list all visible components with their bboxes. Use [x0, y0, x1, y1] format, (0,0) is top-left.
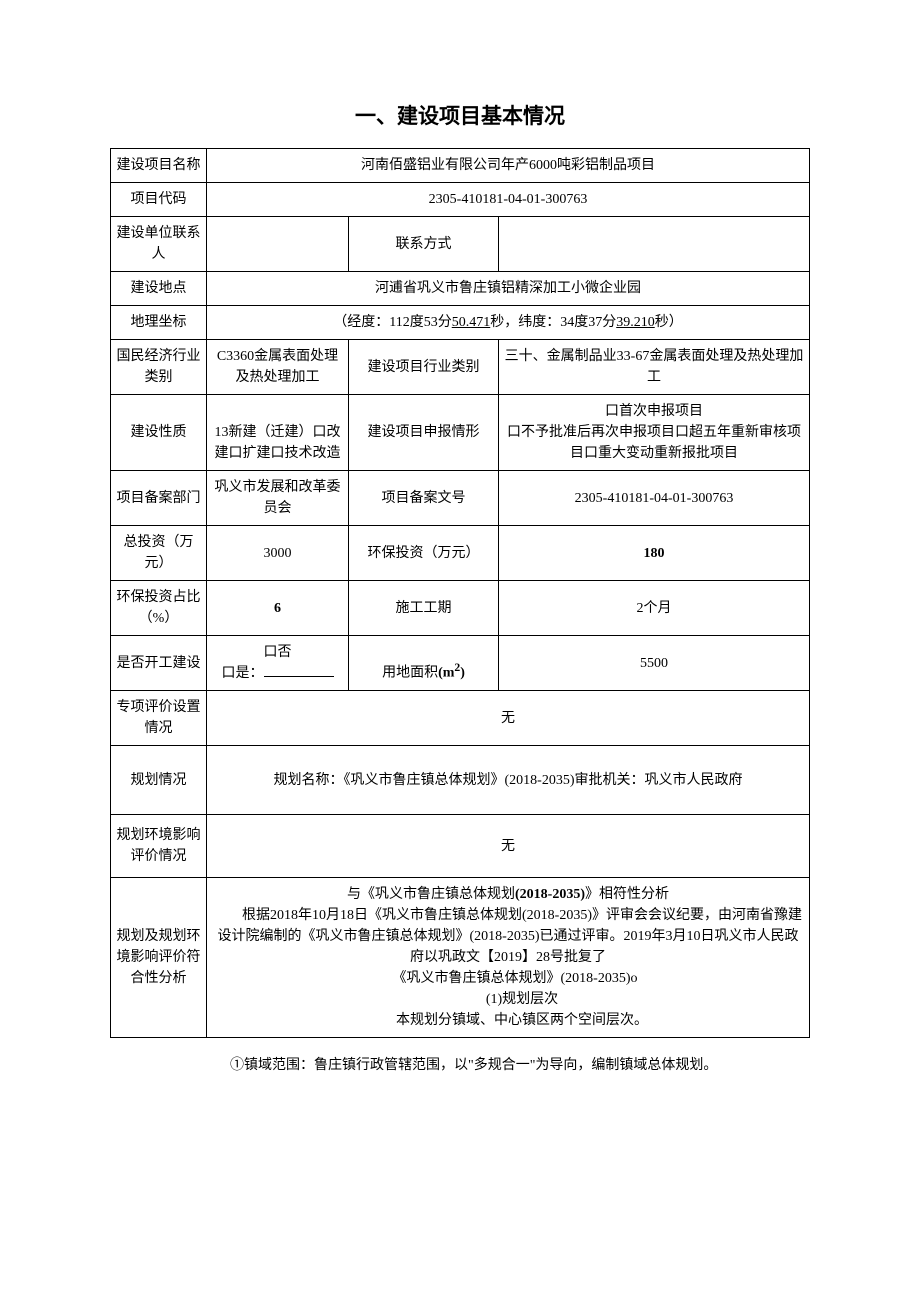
footer-line: ①镇域范围：鲁庄镇行政管辖范围，以"多规合一"为导向，编制镇域总体规划。	[110, 1038, 810, 1080]
cell-label: 国民经济行业类别	[111, 340, 207, 395]
document-page: 一、建设项目基本情况 建设项目名称 河南佰盛铝业有限公司年产6000吨彩铝制品项…	[0, 0, 920, 1110]
cell-label: 是否开工建设	[111, 636, 207, 691]
cell-label: 建设地点	[111, 272, 207, 306]
geo-mid: 秒，纬度：34度37分	[490, 315, 616, 330]
p1c: 》相符性分析	[585, 887, 669, 902]
cell-label: 环保投资（万元）	[349, 526, 499, 581]
cell-label: 环保投资占比（%）	[111, 581, 207, 636]
table-row: 国民经济行业类别 C3360金属表面处理及热处理加工 建设项目行业类别 三十、金…	[111, 340, 810, 395]
cell-value: 规划名称：《巩义市鲁庄镇总体规划》(2018-2035)审批机关：巩义市人民政府	[207, 746, 810, 815]
cell-label: 规划环境影响评价情况	[111, 815, 207, 878]
cell-value: 口首次申报项目 口不予批准后再次申报项目口超五年重新审核项目口重大变动重新报批项…	[499, 395, 810, 471]
table-row: 规划环境影响评价情况 无	[111, 815, 810, 878]
geo-suffix: 秒）	[655, 315, 683, 330]
cell-label: 联系方式	[349, 217, 499, 272]
cell-label: 建设单位联系人	[111, 217, 207, 272]
geo-lon-sec: 50.471	[452, 315, 491, 330]
cell-value: 2305-410181-04-01-300763	[207, 183, 810, 217]
cell-value: 6	[207, 581, 349, 636]
blank-underline	[264, 676, 334, 677]
cell-label: 专项评价设置情况	[111, 691, 207, 746]
cell-value: 无	[207, 691, 810, 746]
compliance-body: 与《巩义市鲁庄镇总体规划(2018-2035)》相符性分析 根据2018年10月…	[207, 878, 810, 1038]
cell-label: 建设项目名称	[111, 149, 207, 183]
started-no: 口否	[264, 645, 292, 660]
cell-value	[207, 217, 349, 272]
table-row: 规划情况 规划名称：《巩义市鲁庄镇总体规划》(2018-2035)审批机关：巩义…	[111, 746, 810, 815]
land-area-label: 用地面积(m2)	[349, 636, 499, 691]
land-unit: (m	[438, 666, 454, 681]
p1a: 与《巩义市鲁庄镇总体规划	[347, 887, 515, 902]
cell-label: 建设性质	[111, 395, 207, 471]
table-row: 总投资（万元） 3000 环保投资（万元） 180	[111, 526, 810, 581]
land-label-pre: 用地面积	[382, 666, 438, 681]
land-unit-close: )	[460, 666, 465, 681]
cell-value: 三十、金属制品业33-67金属表面处理及热处理加工	[499, 340, 810, 395]
table-row: 是否开工建设 口否 口是： 用地面积(m2) 5500	[111, 636, 810, 691]
section-title: 一、建设项目基本情况	[110, 100, 810, 130]
table-row: 专项评价设置情况 无	[111, 691, 810, 746]
geo-prefix: （经度：112度53分	[333, 315, 451, 330]
cell-label: 地理坐标	[111, 306, 207, 340]
cell-label: 建设项目行业类别	[349, 340, 499, 395]
cell-label: 项目备案部门	[111, 471, 207, 526]
started-cell: 口否 口是：	[207, 636, 349, 691]
p1: 与《巩义市鲁庄镇总体规划(2018-2035)》相符性分析	[211, 884, 805, 905]
cell-value: 2305-410181-04-01-300763	[499, 471, 810, 526]
table-row: 建设单位联系人 联系方式	[111, 217, 810, 272]
table-row: 地理坐标 （经度：112度53分50.471秒，纬度：34度37分39.210秒…	[111, 306, 810, 340]
table-row: 建设地点 河逋省巩义市鲁庄镇铝精深加工小微企业园	[111, 272, 810, 306]
started-yes: 口是：	[222, 666, 264, 681]
geo-lat-sec: 39.210	[616, 315, 655, 330]
cell-label: 规划及规划环境影响评价符合性分析	[111, 878, 207, 1038]
cell-value: 180	[499, 526, 810, 581]
p3: 《巩义市鲁庄镇总体规划》(2018-2035)o	[211, 968, 805, 989]
table-row: 建设性质 13新建（迁建）口改建口扩建口技术改造 建设项目申报情形 口首次申报项…	[111, 395, 810, 471]
p1b: (2018-2035)	[515, 887, 585, 902]
cell-value: 2个月	[499, 581, 810, 636]
cell-value: 3000	[207, 526, 349, 581]
p4: (1)规划层次	[211, 989, 805, 1010]
cell-value: 无	[207, 815, 810, 878]
p2: 根据2018年10月18日《巩义市鲁庄镇总体规划(2018-2035)》评审会会…	[211, 905, 805, 968]
cell-label: 建设项目申报情形	[349, 395, 499, 471]
cell-value: 河南佰盛铝业有限公司年产6000吨彩铝制品项目	[207, 149, 810, 183]
cell-value: 巩义市发展和改革委员会	[207, 471, 349, 526]
geo-cell: （经度：112度53分50.471秒，纬度：34度37分39.210秒）	[207, 306, 810, 340]
cell-label: 总投资（万元）	[111, 526, 207, 581]
cell-label: 规划情况	[111, 746, 207, 815]
cell-value: C3360金属表面处理及热处理加工	[207, 340, 349, 395]
p5: 本规划分镇域、中心镇区两个空间层次。	[211, 1010, 805, 1031]
cell-value: 河逋省巩义市鲁庄镇铝精深加工小微企业园	[207, 272, 810, 306]
cell-value: 13新建（迁建）口改建口扩建口技术改造	[207, 395, 349, 471]
table-row: 项目代码 2305-410181-04-01-300763	[111, 183, 810, 217]
cell-label: 项目代码	[111, 183, 207, 217]
table-row: 环保投资占比（%） 6 施工工期 2个月	[111, 581, 810, 636]
basic-info-table: 建设项目名称 河南佰盛铝业有限公司年产6000吨彩铝制品项目 项目代码 2305…	[110, 148, 810, 1038]
table-row: 项目备案部门 巩义市发展和改革委员会 项目备案文号 2305-410181-04…	[111, 471, 810, 526]
cell-label: 施工工期	[349, 581, 499, 636]
table-row: 建设项目名称 河南佰盛铝业有限公司年产6000吨彩铝制品项目	[111, 149, 810, 183]
cell-value: 5500	[499, 636, 810, 691]
table-row: 规划及规划环境影响评价符合性分析 与《巩义市鲁庄镇总体规划(2018-2035)…	[111, 878, 810, 1038]
cell-value	[499, 217, 810, 272]
cell-label: 项目备案文号	[349, 471, 499, 526]
